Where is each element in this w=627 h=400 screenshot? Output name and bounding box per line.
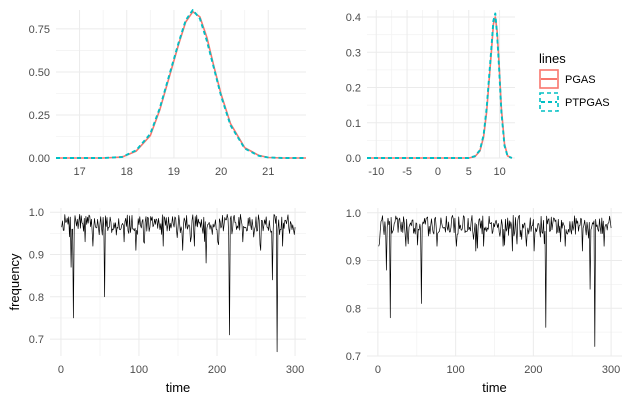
x-tick-label: 5 (466, 166, 472, 178)
y-tick-label: 0.2 (346, 83, 361, 95)
x-tick-label: 10 (493, 166, 505, 178)
x-tick-label: 300 (602, 364, 620, 376)
y-tick-label: 1.0 (29, 207, 44, 219)
y-tick-label: 0.1 (346, 118, 361, 130)
x-tick-label: 200 (208, 364, 226, 376)
y-tick-label: 0.25 (29, 110, 50, 122)
density-line-ptpgas (56, 9, 306, 159)
legend-key-ptpgas-box (539, 92, 559, 112)
x-tick-label: 19 (168, 166, 180, 178)
x-tick-label: 0 (435, 166, 441, 178)
y-tick-label: 0.75 (29, 24, 50, 36)
legend-label-ptpgas: PTPGAS (565, 97, 610, 109)
density-line-ptpgas (367, 12, 513, 159)
frequency-trace-line (61, 214, 296, 353)
y-tick-label: 0.8 (346, 303, 361, 315)
x-tick-label: -10 (368, 166, 384, 178)
x-tick-label: 18 (121, 166, 133, 178)
panel-density-top-left: 17 18 19 20 21 0.00 0.25 0.50 0.75 (29, 9, 306, 178)
y-tick-label: 0.4 (346, 12, 361, 24)
y-tick-label: 1.0 (346, 208, 361, 220)
x-tick-label: 0 (58, 364, 64, 376)
legend-label-pgas: PGAS (565, 74, 596, 86)
y-tick-label: 0.9 (346, 256, 361, 268)
frequency-trace-line (378, 214, 612, 347)
y-tick-label: 0.00 (29, 153, 50, 165)
panel-trace-bottom-right: 0 100 200 300 0.7 0.8 0.9 1.0 (346, 208, 622, 376)
x-tick-label: 300 (286, 364, 304, 376)
x-tick-label: 100 (446, 364, 464, 376)
y-tick-label: 0.7 (346, 351, 361, 363)
legend-key-pgas-box (539, 69, 559, 89)
x-tick-label: 100 (130, 364, 148, 376)
x-tick-label: 20 (215, 166, 227, 178)
x-tick-label: 200 (524, 364, 542, 376)
x-tick-label: 0 (375, 364, 381, 376)
legend: lines PGAS PTPGAS (539, 51, 610, 112)
panel-trace-bottom-left: 0 100 200 300 0.7 0.8 0.9 1.0 (29, 207, 306, 376)
y-tick-label: 0.9 (29, 250, 44, 262)
y-tick-label: 0.50 (29, 67, 50, 79)
x-tick-label: 21 (262, 166, 274, 178)
x-tick-label: 17 (73, 166, 85, 178)
y-tick-label: 0.3 (346, 47, 361, 59)
y-axis-title-frequency: frequency (7, 253, 22, 311)
x-tick-label: -5 (402, 166, 412, 178)
y-tick-label: 0.8 (29, 292, 44, 304)
x-axis-title-time-left: time (166, 380, 191, 395)
y-tick-label: 0.0 (346, 153, 361, 165)
legend-title: lines (539, 51, 566, 66)
y-tick-label: 0.7 (29, 334, 44, 346)
panel-density-top-right: -10 -5 0 5 10 0.0 0.1 0.2 0.3 0.4 (346, 10, 515, 178)
x-axis-title-time-right: time (482, 380, 507, 395)
